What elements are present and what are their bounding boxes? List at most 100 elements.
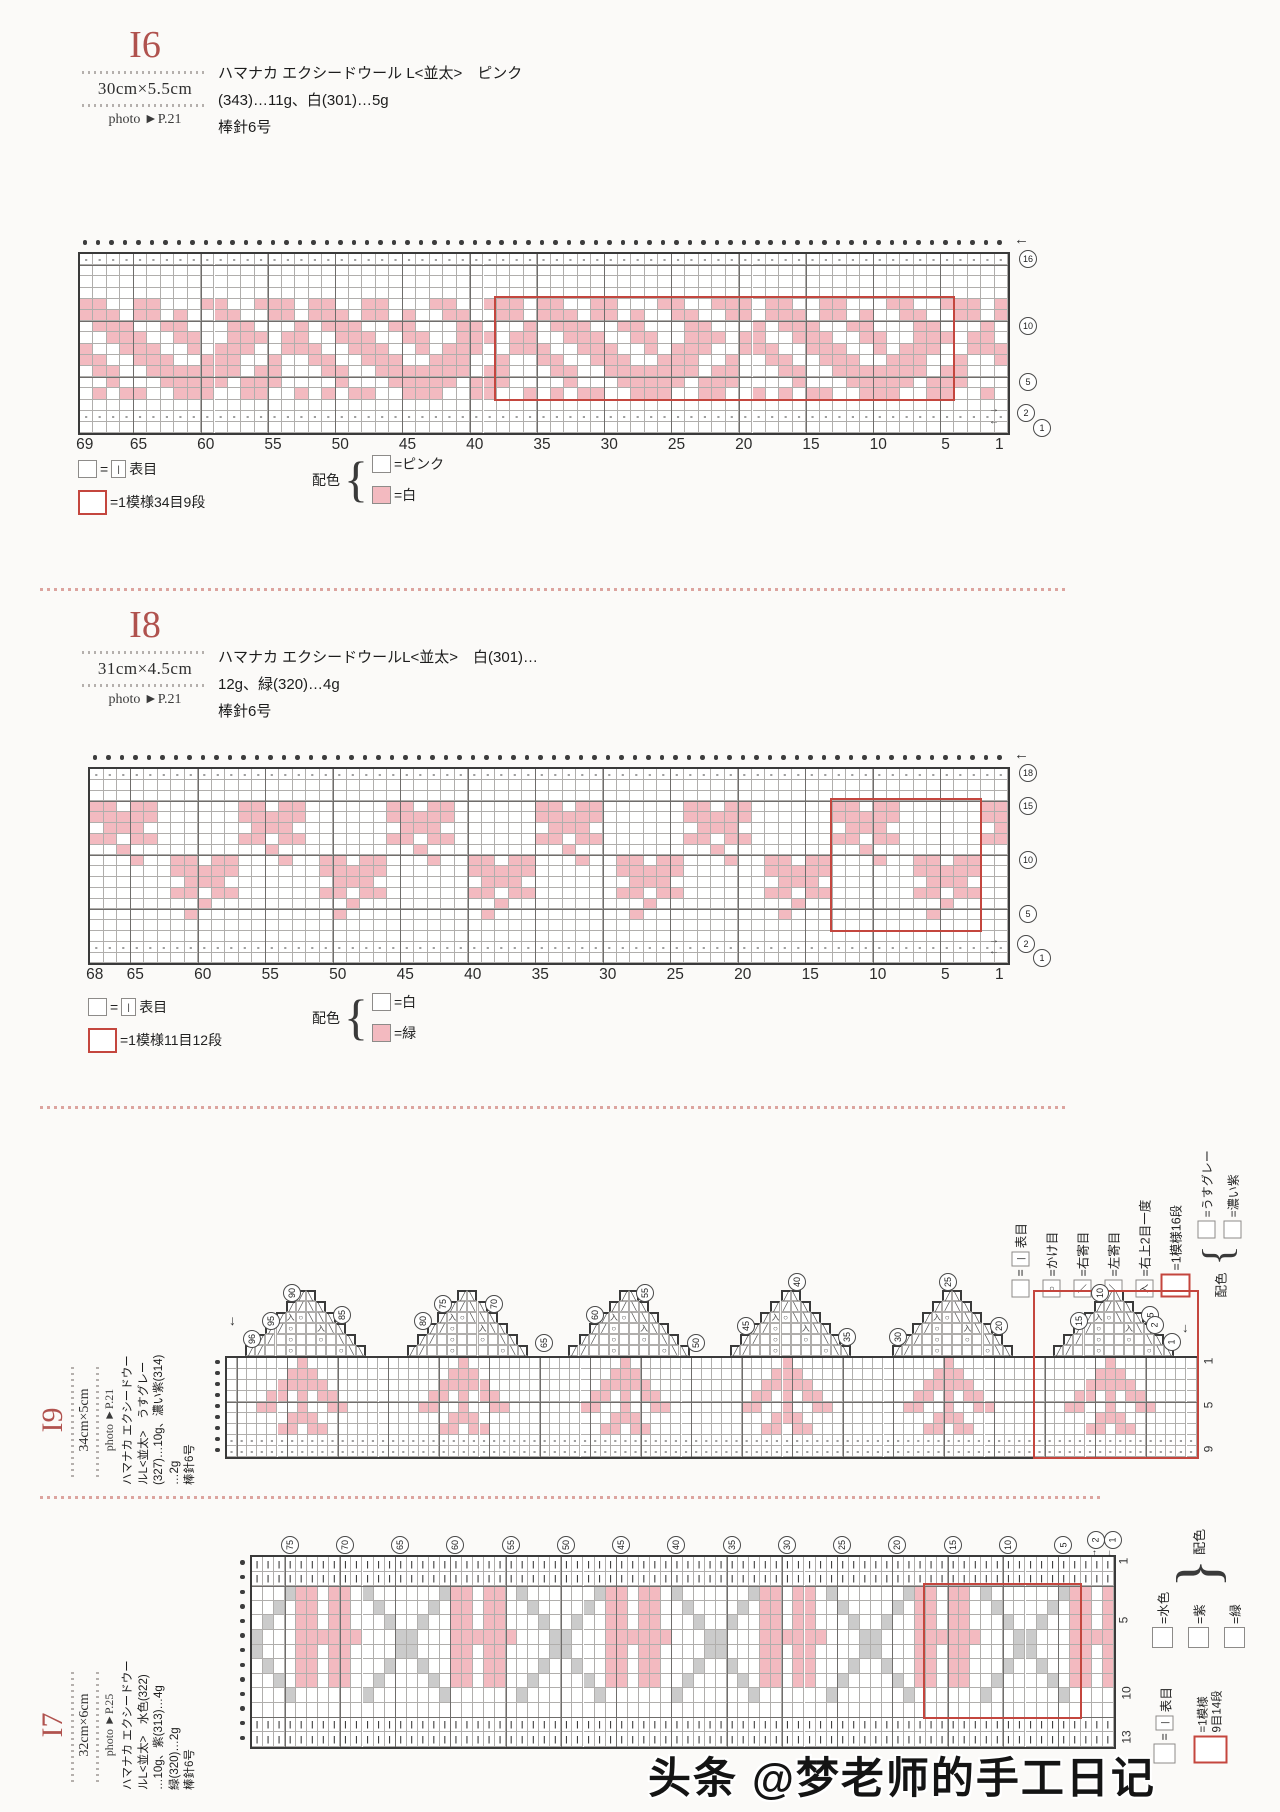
grid-cell xyxy=(806,298,820,310)
grid-cell xyxy=(927,354,941,366)
grid-cell xyxy=(616,779,630,791)
grid-cell xyxy=(981,812,995,823)
grid-cell xyxy=(873,1358,884,1369)
grid-cell xyxy=(308,366,323,378)
grid-cell xyxy=(630,823,644,834)
grid-cell xyxy=(333,812,347,823)
peak-cell xyxy=(1073,1345,1084,1356)
grid-cell xyxy=(658,298,672,310)
grid-cell: | xyxy=(970,1717,982,1733)
grid-cell: - xyxy=(400,769,414,780)
grid-cell xyxy=(349,298,363,310)
grid-cell xyxy=(577,332,592,344)
grid-cell xyxy=(257,1424,268,1435)
grid-cell xyxy=(484,1630,496,1645)
grid-cell xyxy=(429,265,444,277)
peak-cell: ╱ xyxy=(618,1301,629,1312)
grid-cell xyxy=(716,1703,728,1718)
grid-cell xyxy=(537,343,551,355)
peak-cell: ╲ xyxy=(639,1312,650,1323)
grid-cell: - xyxy=(657,769,671,780)
stitch-number: 5 xyxy=(1200,1401,1215,1408)
grid-cell xyxy=(252,1659,264,1674)
grid-cell xyxy=(80,377,94,389)
grid-cell xyxy=(247,1402,258,1413)
grid-cell: | xyxy=(937,1732,949,1747)
grid-cell: - xyxy=(657,942,671,953)
grid-cell xyxy=(778,931,792,942)
grid-cell: - xyxy=(550,410,565,422)
grid-cell xyxy=(360,931,374,942)
grid-cell xyxy=(576,952,590,964)
grid-cell: - xyxy=(641,1446,652,1457)
grid-cell xyxy=(322,377,336,389)
grid-cell xyxy=(184,866,198,877)
grid-cell xyxy=(307,1413,318,1424)
grid-cell xyxy=(456,388,471,400)
grid-cell xyxy=(792,812,806,823)
grid-cell xyxy=(418,1391,429,1402)
peak-cell xyxy=(972,1334,983,1345)
grid-cell xyxy=(616,801,630,813)
grid-cell xyxy=(892,1659,904,1674)
grid-cell: - xyxy=(631,410,645,422)
grid-cell xyxy=(923,1358,934,1369)
grid-cell xyxy=(441,866,455,877)
grid-cell xyxy=(117,931,131,942)
grid-cell xyxy=(292,931,306,942)
grid-cell xyxy=(627,1688,639,1703)
grid-cell xyxy=(725,422,740,434)
grid-cell xyxy=(742,1391,753,1402)
grid-cell xyxy=(981,779,995,791)
grid-cell xyxy=(198,920,212,931)
grid-cell xyxy=(285,1600,297,1616)
grid-cell xyxy=(322,310,336,322)
grid-cell: | xyxy=(870,1717,882,1733)
grid-cell xyxy=(362,1615,374,1630)
grid-cell xyxy=(671,377,686,389)
grid-cell xyxy=(616,1673,628,1689)
cast-on-dot xyxy=(243,240,249,245)
grid-cell xyxy=(317,1413,328,1424)
grid-cell: - xyxy=(535,769,549,780)
grid-cell xyxy=(414,898,428,910)
grid-cell xyxy=(752,265,766,277)
grid-cell xyxy=(184,823,198,834)
grid-cell xyxy=(395,1630,407,1645)
grid-cell xyxy=(792,877,806,888)
grid-cell xyxy=(414,855,428,867)
major-gridline xyxy=(842,1358,844,1457)
grid-cell xyxy=(468,833,482,845)
grid-cell xyxy=(873,321,887,333)
grid-cell: | xyxy=(826,1717,838,1733)
grid-cell xyxy=(469,1369,480,1380)
grid-cell xyxy=(469,1358,480,1369)
grid-cell xyxy=(450,1673,462,1689)
repeat-box-swatch xyxy=(1193,1735,1228,1764)
grid-cell: - xyxy=(802,1435,813,1446)
grid-cell xyxy=(792,920,806,931)
peak-cell xyxy=(598,1345,609,1356)
grid-cell xyxy=(550,1703,562,1718)
grid-cell xyxy=(307,1703,319,1718)
grid-cell: | xyxy=(870,1557,882,1572)
grid-cell xyxy=(329,1673,341,1689)
grid-cell xyxy=(837,1600,849,1616)
grid-cell xyxy=(389,399,403,411)
grid-cell: - xyxy=(670,769,684,780)
grid-cell xyxy=(174,388,188,400)
grid-cell xyxy=(130,790,144,802)
grid-cell xyxy=(106,366,121,378)
grid-cell: | xyxy=(815,1732,827,1747)
grid-cell xyxy=(604,366,618,378)
grid-cell xyxy=(1080,1644,1092,1660)
grid-cell xyxy=(483,321,497,333)
grid-cell xyxy=(80,310,94,322)
peak-cell: ○ xyxy=(285,1334,296,1345)
grid-cell xyxy=(416,332,430,344)
grid-cell: - xyxy=(903,1435,914,1446)
grid-cell xyxy=(732,1358,743,1369)
grid-cell xyxy=(725,354,740,366)
stitch-number: 1 xyxy=(1116,1557,1131,1565)
grid-cell xyxy=(589,909,603,921)
